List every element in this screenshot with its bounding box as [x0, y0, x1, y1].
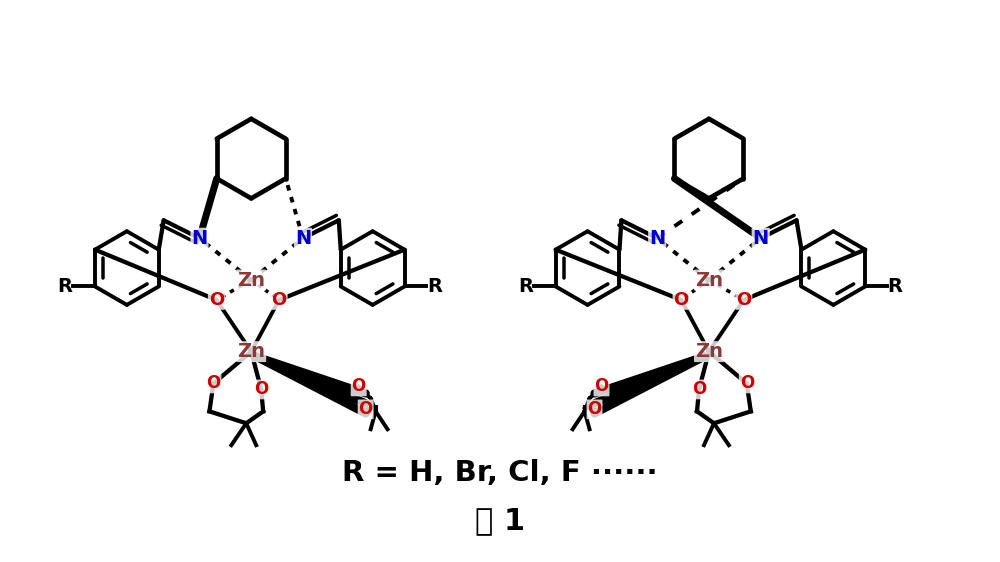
Text: N: N	[649, 229, 665, 248]
Text: O: O	[587, 400, 602, 418]
Text: Zn: Zn	[695, 342, 723, 361]
Text: O: O	[692, 380, 706, 398]
Text: O: O	[359, 400, 373, 418]
Text: O: O	[736, 291, 751, 309]
Text: O: O	[673, 291, 689, 309]
Text: O: O	[254, 380, 268, 398]
Text: R: R	[58, 277, 73, 296]
Text: O: O	[740, 374, 754, 392]
Text: 式 1: 式 1	[475, 506, 525, 536]
Text: O: O	[206, 374, 221, 392]
Text: O: O	[594, 378, 609, 396]
Text: R: R	[427, 277, 442, 296]
Text: O: O	[271, 291, 287, 309]
Text: Zn: Zn	[237, 270, 265, 289]
Text: Zn: Zn	[237, 342, 265, 361]
Text: O: O	[352, 378, 366, 396]
Text: R: R	[888, 277, 903, 296]
Text: N: N	[191, 229, 208, 248]
Text: Zn: Zn	[695, 270, 723, 289]
Text: N: N	[753, 229, 769, 248]
Text: R = H, Br, Cl, F ······: R = H, Br, Cl, F ······	[342, 459, 658, 487]
Text: R: R	[518, 277, 533, 296]
Text: N: N	[295, 229, 311, 248]
Text: O: O	[209, 291, 224, 309]
